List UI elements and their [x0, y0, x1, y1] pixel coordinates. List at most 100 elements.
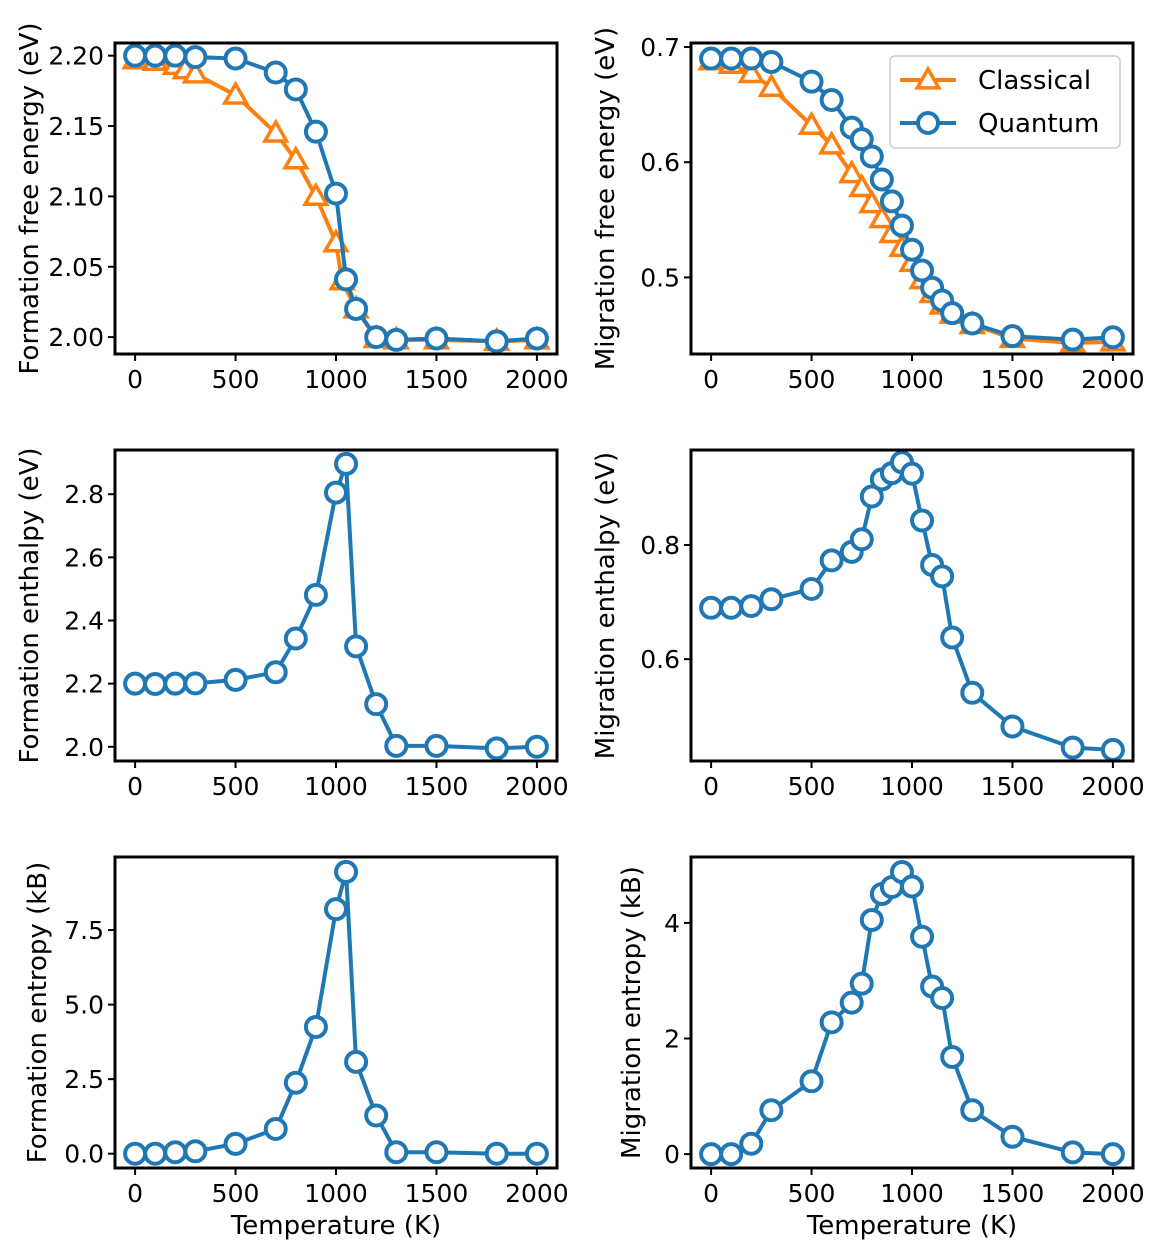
point-circle	[799, 1069, 824, 1094]
x-tick-label: 2000	[505, 1179, 569, 1208]
point-triangle	[221, 80, 250, 105]
point-circle	[900, 461, 924, 486]
series-line-quantum	[135, 461, 537, 751]
y-tick-label: 2	[664, 1025, 680, 1054]
point-circle	[960, 311, 985, 336]
point-circle	[930, 986, 955, 1011]
point-circle	[799, 576, 824, 601]
point-circle	[819, 88, 844, 113]
point-circle	[1060, 1140, 1085, 1165]
series-quantum	[123, 451, 549, 761]
x-tick-label: 500	[788, 1179, 836, 1208]
y-tick-label: 2.8	[64, 480, 104, 509]
point-circle	[739, 46, 764, 71]
point-circle	[849, 127, 874, 152]
point-circle	[1000, 714, 1025, 739]
point-circle	[930, 564, 955, 589]
point-circle	[960, 680, 985, 705]
point-circle	[183, 1139, 208, 1164]
y-tick-label: 2.6	[64, 543, 104, 572]
point-circle	[849, 971, 874, 996]
point-circle	[1100, 325, 1125, 350]
x-tick-label: 0	[703, 365, 719, 394]
point-circle	[719, 46, 744, 71]
y-tick-label: 0.0	[64, 1140, 104, 1169]
point-circle	[384, 733, 409, 758]
point-circle	[223, 667, 248, 692]
point-circle	[940, 301, 965, 326]
point-circle	[364, 692, 389, 717]
x-tick-label: 500	[212, 1179, 260, 1208]
point-circle	[424, 326, 449, 351]
point-circle	[183, 671, 208, 696]
point-circle	[879, 189, 904, 214]
x-tick-label: 2000	[1081, 365, 1145, 394]
point-circle	[223, 46, 248, 71]
y-axis-label: Formation free energy (eV)	[15, 23, 45, 375]
point-circle	[283, 626, 308, 651]
y-axis-label: Migration enthalpy (eV)	[591, 452, 621, 759]
x-tick-label: 1000	[304, 772, 368, 801]
x-tick-label: 0	[127, 1179, 143, 1208]
point-circle	[799, 69, 824, 94]
point-triangle	[868, 204, 896, 229]
point-circle	[889, 213, 914, 238]
point-circle	[719, 1142, 744, 1167]
point-circle	[699, 595, 724, 620]
point-circle	[303, 119, 328, 144]
y-tick-label: 2.15	[48, 112, 104, 141]
x-tick-label: 1000	[880, 1179, 944, 1208]
point-circle	[334, 451, 359, 476]
y-tick-label: 0.6	[640, 148, 680, 177]
x-tick-label: 1500	[981, 772, 1045, 801]
point-circle	[364, 325, 389, 350]
x-tick-label: 1500	[405, 365, 469, 394]
y-tick-label: 2.2	[64, 670, 104, 699]
point-circle	[859, 484, 884, 509]
x-tick-label: 500	[788, 365, 836, 394]
x-tick-label: 0	[127, 365, 143, 394]
x-tick-label: 500	[212, 772, 260, 801]
point-circle	[223, 1131, 248, 1156]
legend-triangle-icon	[914, 65, 942, 90]
point-circle	[819, 548, 844, 573]
point-triangle	[302, 181, 330, 207]
point-circle	[524, 326, 549, 351]
point-circle	[163, 1140, 188, 1165]
y-axis-label: Formation enthalpy (eV)	[15, 447, 45, 763]
point-circle	[960, 1098, 985, 1123]
point-circle	[424, 733, 449, 758]
point-circle	[739, 594, 764, 619]
x-tick-label: 2000	[1081, 772, 1145, 801]
point-circle	[910, 508, 935, 533]
y-tick-label: 2.0	[64, 733, 104, 762]
y-tick-label: 2.20	[48, 42, 104, 71]
x-tick-label: 500	[212, 365, 260, 394]
y-axis-label: Migration free energy (eV)	[591, 27, 621, 370]
point-circle	[1000, 324, 1025, 349]
point-triangle	[261, 118, 290, 143]
point-circle	[283, 1070, 308, 1095]
point-circle	[739, 1131, 764, 1156]
point-circle	[484, 1141, 509, 1166]
point-circle	[334, 267, 359, 292]
panel-migration-entropy: 0 500 1000 1500 2000 0 2 4 Migration entropy (kB…	[617, 855, 1145, 1241]
x-tick-label: 1000	[880, 772, 944, 801]
point-triangle	[737, 58, 766, 84]
point-circle	[869, 167, 894, 192]
panel-formation-free-energy: 0 500 1000 1500 2000 2.00 2.05 2.10 2.15 2.20Form…	[15, 23, 569, 394]
point-circle	[324, 897, 348, 922]
x-tick-label: 1500	[981, 365, 1045, 394]
x-tick-label: 1000	[304, 1179, 368, 1208]
point-circle	[940, 1045, 965, 1070]
point-circle	[263, 660, 288, 685]
point-circle	[364, 1103, 389, 1128]
point-circle	[183, 45, 208, 70]
point-circle	[303, 582, 328, 607]
y-tick-label: 5.0	[64, 991, 104, 1020]
y-tick-label: 2.05	[48, 253, 104, 282]
point-circle	[839, 990, 864, 1015]
y-tick-label: 2.5	[64, 1065, 104, 1094]
legend: Classical Quantum	[889, 55, 1121, 149]
point-circle	[1100, 1142, 1125, 1167]
